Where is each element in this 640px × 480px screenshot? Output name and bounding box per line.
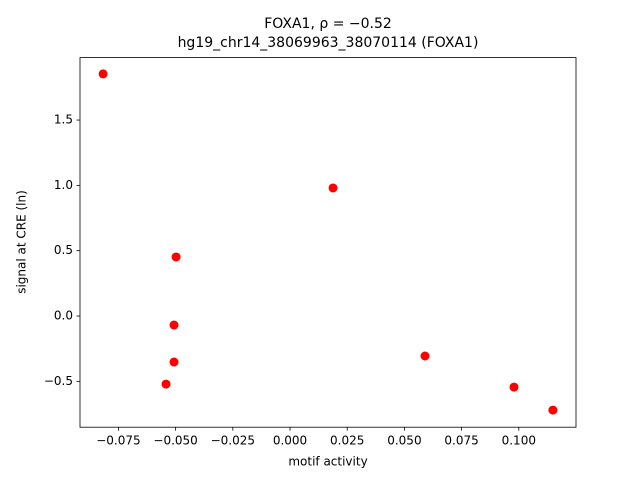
y-tick-label: 0.0 — [54, 309, 73, 323]
y-tick-label: 1.0 — [54, 178, 73, 192]
point — [328, 183, 338, 193]
x-tick-label: −0.075 — [96, 434, 140, 448]
x-tick-label: 0.100 — [502, 434, 536, 448]
point — [161, 379, 171, 389]
x-tick-label: 0.075 — [444, 434, 478, 448]
point — [420, 351, 430, 361]
chart-title: FOXA1, ρ = −0.52 — [264, 16, 392, 32]
x-axis-label: motif activity — [288, 455, 367, 469]
x-tick-label: 0.000 — [273, 434, 307, 448]
plot-frame — [79, 57, 577, 428]
y-tick-label: 1.5 — [54, 113, 73, 127]
x-tick-label: 0.050 — [387, 434, 421, 448]
point — [169, 357, 179, 367]
point — [169, 320, 179, 330]
point — [98, 69, 108, 79]
chart-subtitle: hg19_chr14_38069963_38070114 (FOXA1) — [178, 35, 479, 51]
point — [509, 382, 519, 392]
y-tick-label: 0.5 — [54, 243, 73, 257]
point — [171, 252, 181, 262]
x-tick-label: −0.025 — [211, 434, 255, 448]
y-tick-label: −0.5 — [44, 374, 73, 388]
x-tick-label: −0.050 — [153, 434, 197, 448]
x-tick-label: 0.025 — [330, 434, 364, 448]
point — [548, 405, 558, 415]
y-axis-label: signal at CRE (ln) — [15, 190, 29, 294]
